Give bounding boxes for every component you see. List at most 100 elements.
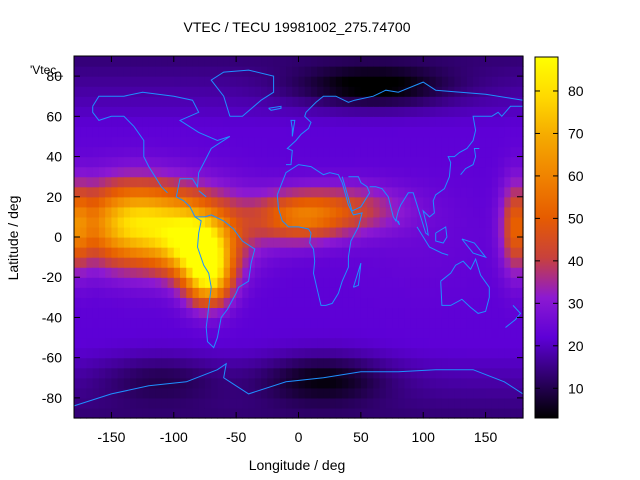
heatmap-cell bbox=[192, 267, 200, 278]
heatmap-cell bbox=[510, 347, 518, 359]
heatmap-cell bbox=[186, 247, 194, 258]
heatmap-cell bbox=[111, 76, 119, 87]
heatmap-cell bbox=[491, 96, 499, 107]
heatmap-cell bbox=[441, 407, 449, 419]
heatmap-cell bbox=[479, 56, 487, 67]
heatmap-cell bbox=[516, 237, 524, 248]
heatmap-cell bbox=[279, 387, 287, 399]
heatmap-cell bbox=[261, 317, 268, 329]
y-axis-label: Latitude / deg bbox=[5, 196, 21, 281]
heatmap-cell bbox=[80, 146, 88, 158]
heatmap-cell bbox=[410, 247, 418, 258]
heatmap-cell bbox=[335, 226, 343, 238]
heatmap-cell bbox=[392, 186, 399, 198]
heatmap-cell bbox=[123, 277, 131, 288]
heatmap-cell bbox=[392, 146, 399, 158]
heatmap-cell bbox=[335, 237, 343, 248]
heatmap-cell bbox=[167, 76, 175, 87]
heatmap-cell bbox=[392, 206, 399, 218]
heatmap-cell bbox=[435, 377, 443, 389]
heatmap-cell bbox=[229, 297, 237, 308]
heatmap-cell bbox=[416, 287, 424, 298]
heatmap-cell bbox=[80, 66, 88, 77]
heatmap-cell bbox=[298, 116, 306, 127]
heatmap-cell bbox=[441, 297, 449, 308]
heatmap-cell bbox=[466, 317, 474, 329]
heatmap-cell bbox=[385, 277, 393, 288]
heatmap-cell bbox=[360, 347, 368, 359]
heatmap-cell bbox=[348, 357, 356, 369]
heatmap-cell bbox=[373, 407, 381, 419]
heatmap-cell bbox=[117, 146, 125, 158]
heatmap-cell bbox=[292, 116, 300, 127]
heatmap-cell bbox=[498, 257, 505, 268]
heatmap-cell bbox=[254, 216, 262, 228]
heatmap-cell bbox=[292, 377, 300, 389]
heatmap-cell bbox=[354, 116, 362, 127]
heatmap-cell bbox=[392, 226, 399, 238]
heatmap-cell bbox=[211, 126, 219, 138]
heatmap-cell bbox=[342, 66, 349, 77]
heatmap-cell bbox=[392, 237, 399, 248]
heatmap-cell bbox=[392, 126, 399, 138]
heatmap-cell bbox=[498, 247, 505, 258]
heatmap-cell bbox=[186, 277, 194, 288]
heatmap-cell bbox=[98, 226, 106, 238]
heatmap-cell bbox=[117, 116, 125, 127]
heatmap-cell bbox=[429, 327, 437, 339]
heatmap-cell bbox=[167, 86, 175, 97]
heatmap-cell bbox=[342, 126, 349, 138]
heatmap-cell bbox=[360, 106, 368, 117]
heatmap-cell bbox=[242, 377, 250, 389]
heatmap-cell bbox=[435, 116, 443, 127]
heatmap-cell bbox=[429, 247, 437, 258]
heatmap-cell bbox=[198, 357, 206, 369]
heatmap-cell bbox=[74, 247, 81, 258]
heatmap-cell bbox=[279, 76, 287, 87]
heatmap-cell bbox=[435, 257, 443, 268]
heatmap-cell bbox=[373, 337, 381, 349]
heatmap-cell bbox=[479, 96, 487, 107]
heatmap-cell bbox=[117, 206, 125, 218]
heatmap-cell bbox=[180, 247, 187, 258]
heatmap-cell bbox=[267, 156, 275, 168]
heatmap-cell bbox=[460, 397, 468, 409]
heatmap-cell bbox=[398, 196, 406, 208]
heatmap-cell bbox=[416, 377, 424, 389]
heatmap-cell bbox=[354, 337, 362, 349]
heatmap-cell bbox=[155, 116, 162, 127]
heatmap-cell bbox=[335, 287, 343, 298]
heatmap-cell bbox=[454, 216, 462, 228]
heatmap-cell bbox=[416, 297, 424, 308]
heatmap-cell bbox=[86, 206, 94, 218]
heatmap-cell bbox=[248, 367, 256, 379]
heatmap-cell bbox=[267, 146, 275, 158]
heatmap-cell bbox=[479, 327, 487, 339]
heatmap-cell bbox=[342, 357, 349, 369]
heatmap-cell bbox=[367, 96, 374, 107]
heatmap-cell bbox=[86, 257, 94, 268]
heatmap-cell bbox=[454, 166, 462, 178]
heatmap-cell bbox=[98, 96, 106, 107]
heatmap-cell bbox=[379, 237, 387, 248]
heatmap-cell bbox=[485, 186, 493, 198]
heatmap-cell bbox=[167, 387, 175, 399]
heatmap-cell bbox=[117, 176, 125, 188]
heatmap-cell bbox=[510, 357, 518, 369]
heatmap-cell bbox=[186, 66, 194, 77]
heatmap-cell bbox=[310, 136, 318, 148]
heatmap-cell bbox=[111, 237, 119, 248]
heatmap-cell bbox=[360, 116, 368, 127]
heatmap-cell bbox=[161, 397, 169, 409]
heatmap-cell bbox=[273, 206, 281, 218]
heatmap-cell bbox=[192, 357, 200, 369]
heatmap-cell bbox=[98, 347, 106, 359]
heatmap-cell bbox=[192, 156, 200, 168]
heatmap-cell bbox=[292, 287, 300, 298]
heatmap-cell bbox=[335, 186, 343, 198]
heatmap-cell bbox=[92, 267, 100, 278]
heatmap-cell bbox=[111, 327, 119, 339]
heatmap-cell bbox=[379, 377, 387, 389]
heatmap-cell bbox=[454, 176, 462, 188]
heatmap-cell bbox=[460, 277, 468, 288]
